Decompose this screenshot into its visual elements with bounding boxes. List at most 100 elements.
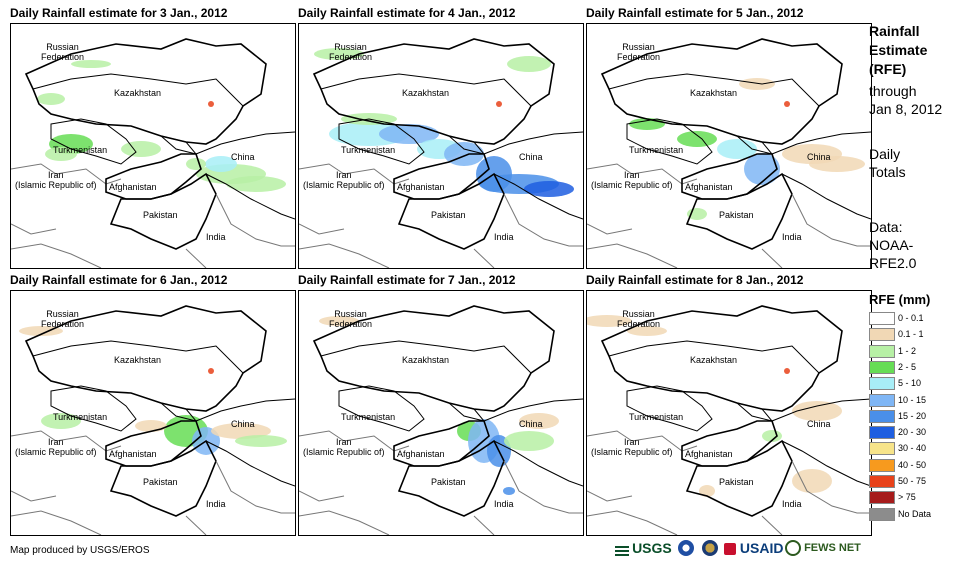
border-turk <box>338 118 425 165</box>
border-pak <box>397 439 505 517</box>
legend-swatch <box>869 442 895 456</box>
country-label-china: China <box>807 419 831 429</box>
legend-label: No Data <box>898 508 932 519</box>
rainfall-area <box>41 413 81 429</box>
border-grey3 <box>185 248 207 268</box>
rainfall-area <box>762 430 782 442</box>
rainfall-area <box>524 181 574 197</box>
country-label-turkmenistan: Turkmenistan <box>629 145 684 155</box>
country-label-india: India <box>782 232 802 242</box>
country-label-russia: Russian Federation <box>41 309 85 329</box>
state-seal <box>702 540 718 556</box>
country-label-turkmenistan: Turkmenistan <box>629 412 684 422</box>
border-kaz <box>608 340 820 374</box>
rainfall-area <box>504 431 554 451</box>
legend-label: 5 - 10 <box>898 378 922 389</box>
country-label-pakistan: Pakistan <box>431 477 466 487</box>
legend-title: RFE (mm) <box>869 292 931 307</box>
rainfall-area <box>319 316 359 326</box>
map-8jan: Russian Federation Kazakhstan Turkmenistan I… <box>586 290 872 536</box>
border-outer <box>600 305 843 412</box>
border-grey1 <box>11 510 102 535</box>
legend-swatch <box>869 344 895 358</box>
usaid-icon <box>724 543 736 556</box>
rainfall-panel-4: Daily Rainfall estimate for 6 Jan., 2012… <box>10 273 298 539</box>
border-pak <box>685 439 793 517</box>
legend-label: 15 - 20 <box>898 410 927 421</box>
border-outer <box>312 305 555 412</box>
country-label-pakistan: Pakistan <box>719 210 754 220</box>
rfe-title-1: Rainfall <box>869 23 920 39</box>
border-turk <box>50 118 137 165</box>
border-chinaS <box>781 173 871 220</box>
border-grey3 <box>473 515 495 535</box>
border-turk <box>626 385 713 432</box>
border-iranEdge <box>299 430 410 452</box>
rainfall-area <box>208 101 214 107</box>
rainfall-area <box>208 368 214 374</box>
border-iranEdge <box>299 163 410 185</box>
rfe-title-2: Estimate <box>869 42 928 58</box>
border-chinaS <box>205 440 295 487</box>
map-canvas <box>11 305 295 535</box>
country-label-afghanistan: Afghanistan <box>397 182 445 192</box>
border-china <box>195 131 295 155</box>
country-label-china: China <box>231 152 255 162</box>
border-grey4 <box>587 223 633 235</box>
border-grey4 <box>299 223 345 235</box>
rainfall-area <box>503 487 515 495</box>
through-date: Jan 8, 2012 <box>869 101 943 117</box>
rainfall-area <box>45 147 77 161</box>
rainfall-area <box>744 153 780 185</box>
country-label-russia: Russian Federation <box>329 42 373 62</box>
rainfall-area <box>379 124 439 144</box>
usgs-logo: USGS <box>615 540 672 557</box>
map-7jan: Russian Federation Kazakhstan Turkmenistan I… <box>298 290 584 536</box>
country-label-pakistan: Pakistan <box>143 477 178 487</box>
border-pak <box>109 439 217 517</box>
rainfall-area <box>792 401 842 421</box>
rainfall-area <box>186 158 206 170</box>
border-outer <box>24 38 267 145</box>
border-iranEdge <box>587 430 698 452</box>
data-source-2: RFE2.0 <box>869 255 917 271</box>
country-label-russia: Russian Federation <box>617 309 661 329</box>
legend-swatch <box>869 312 895 325</box>
border-turk <box>50 385 137 432</box>
country-label-kazakhstan: Kazakhstan <box>690 88 738 98</box>
rainfall-area <box>71 60 111 68</box>
map-canvas <box>587 38 871 268</box>
border-kaz <box>608 73 820 107</box>
border-tajik <box>736 402 774 422</box>
map-canvas <box>587 305 871 535</box>
legend-label: 40 - 50 <box>898 459 927 470</box>
map-credit: Map produced by USGS/EROS <box>10 545 150 556</box>
border-iranEdge <box>587 163 698 185</box>
rainfall-area <box>627 326 667 336</box>
country-label-pakistan: Pakistan <box>719 477 754 487</box>
legend-label: 50 - 75 <box>898 476 927 486</box>
country-label-afghanistan: Afghanistan <box>685 182 733 192</box>
country-label-iran: Iran (Islamic Republic of) <box>591 437 673 457</box>
rainfall-area <box>211 423 271 439</box>
rfe-title-3: (RFE) <box>869 61 907 77</box>
border-china <box>483 131 583 155</box>
country-label-turkmenistan: Turkmenistan <box>341 412 396 422</box>
border-kaz <box>320 340 532 374</box>
border-afg <box>393 420 490 467</box>
country-label-kazakhstan: Kazakhstan <box>690 355 738 365</box>
border-afg <box>105 420 202 467</box>
country-label-iran: Iran (Islamic Republic of) <box>303 437 385 457</box>
border-afg <box>681 153 778 200</box>
country-label-iran: Iran (Islamic Republic of) <box>15 170 97 190</box>
rainfall-panel-6: Daily Rainfall estimate for 8 Jan., 2012… <box>586 273 874 539</box>
border-grey3 <box>473 248 495 268</box>
map-3jan: Russian Federation Kazakhstan Turkmenistan I… <box>10 23 296 269</box>
border-china <box>195 398 295 422</box>
legend-label: 1 - 2 <box>898 345 917 356</box>
panel-title: Daily Rainfall estimate for 6 Jan., 2012 <box>10 273 228 287</box>
border-grey2 <box>791 193 871 247</box>
country-label-turkmenistan: Turkmenistan <box>53 145 108 155</box>
country-label-iran: Iran (Islamic Republic of) <box>15 437 97 457</box>
country-label-pakistan: Pakistan <box>431 210 466 220</box>
